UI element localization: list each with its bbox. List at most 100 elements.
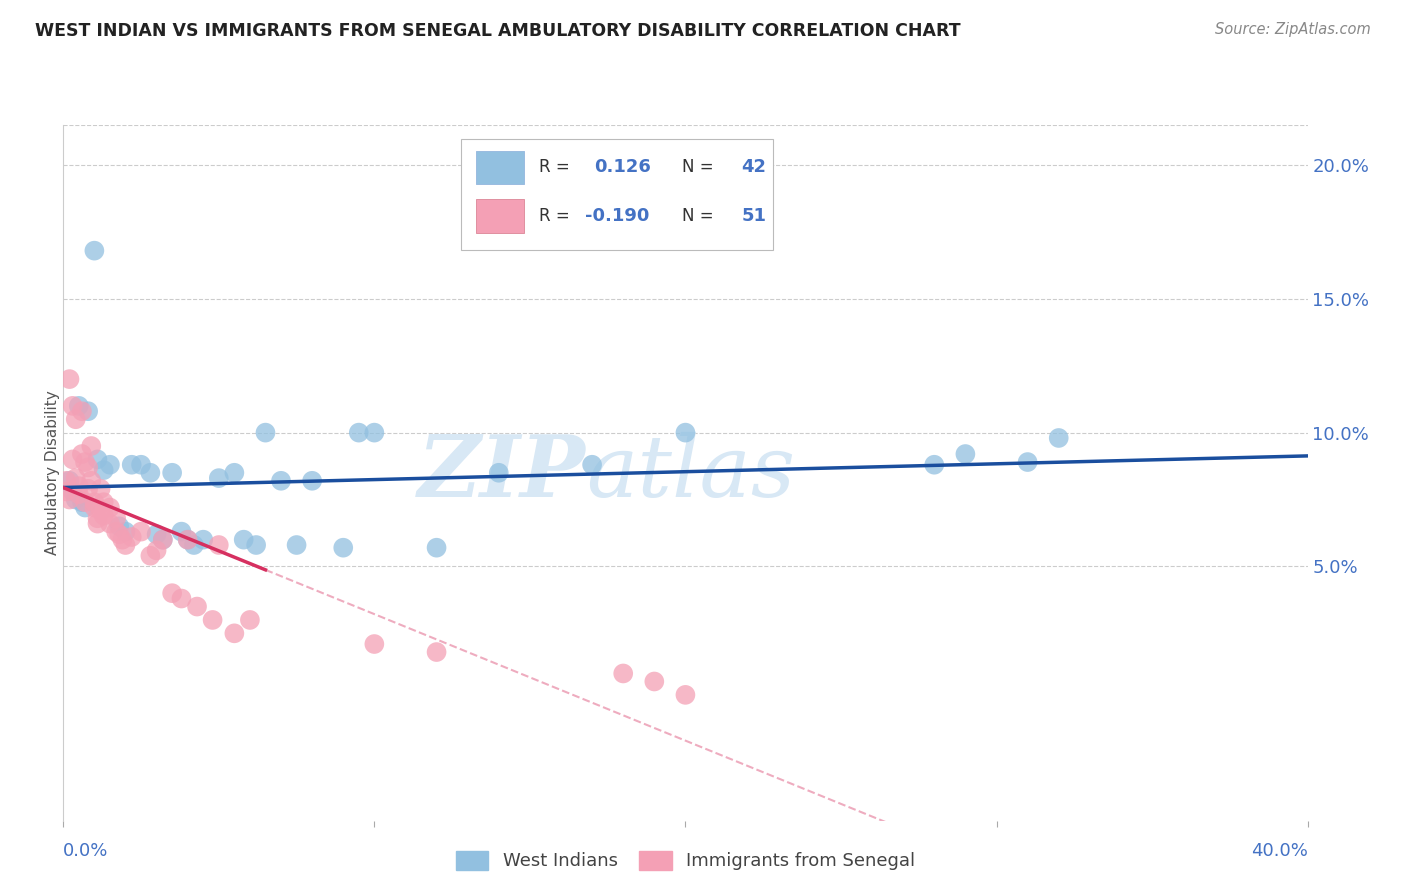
Point	[224, 466, 246, 480]
Point	[924, 458, 946, 472]
Text: WEST INDIAN VS IMMIGRANTS FROM SENEGAL AMBULATORY DISABILITY CORRELATION CHART: WEST INDIAN VS IMMIGRANTS FROM SENEGAL A…	[35, 22, 960, 40]
Point	[581, 458, 603, 472]
Point	[83, 500, 105, 515]
Point	[65, 412, 87, 426]
Text: N =: N =	[682, 207, 713, 225]
Text: 51: 51	[741, 207, 766, 225]
Point	[160, 586, 183, 600]
Point	[111, 533, 134, 547]
Point	[426, 645, 449, 659]
FancyBboxPatch shape	[461, 139, 772, 250]
Point	[77, 404, 100, 418]
Point	[121, 458, 143, 472]
Point	[254, 425, 277, 440]
Point	[224, 626, 246, 640]
Point	[160, 466, 183, 480]
Text: R =: R =	[538, 158, 569, 177]
Point	[108, 527, 131, 541]
Point	[363, 425, 385, 440]
Point	[98, 458, 121, 472]
Point	[177, 533, 200, 547]
Point	[612, 666, 634, 681]
Y-axis label: Ambulatory Disability: Ambulatory Disability	[45, 391, 59, 555]
Point	[58, 492, 80, 507]
Point	[145, 527, 167, 541]
Point	[270, 474, 292, 488]
Point	[152, 533, 174, 547]
Point	[83, 244, 105, 258]
Point	[208, 538, 231, 552]
Point	[114, 538, 136, 552]
Point	[152, 533, 174, 547]
Point	[93, 495, 115, 509]
Point	[145, 543, 167, 558]
Point	[55, 474, 77, 488]
Point	[170, 591, 193, 606]
Point	[86, 511, 108, 525]
Text: R =: R =	[538, 207, 569, 225]
Point	[65, 492, 87, 507]
Point	[675, 688, 697, 702]
Point	[90, 503, 112, 517]
Point	[77, 482, 100, 496]
Text: 40.0%: 40.0%	[1251, 842, 1308, 860]
Legend: West Indians, Immigrants from Senegal: West Indians, Immigrants from Senegal	[449, 843, 922, 878]
Point	[86, 452, 108, 467]
Point	[80, 474, 103, 488]
Point	[139, 466, 162, 480]
Point	[183, 538, 205, 552]
Text: N =: N =	[682, 158, 713, 177]
Point	[93, 508, 115, 523]
Point	[347, 425, 370, 440]
Point	[55, 484, 77, 499]
Point	[105, 511, 128, 525]
Point	[675, 425, 697, 440]
Point	[488, 466, 510, 480]
FancyBboxPatch shape	[477, 151, 523, 184]
Text: Source: ZipAtlas.com: Source: ZipAtlas.com	[1215, 22, 1371, 37]
Point	[67, 487, 90, 501]
Point	[170, 524, 193, 539]
Point	[70, 495, 93, 509]
Point	[67, 399, 90, 413]
Point	[301, 474, 323, 488]
Point	[193, 533, 215, 547]
Point	[90, 482, 112, 496]
Text: 42: 42	[741, 158, 766, 177]
Point	[86, 516, 108, 531]
Point	[70, 404, 93, 418]
Text: 0.0%: 0.0%	[63, 842, 108, 860]
Point	[129, 458, 152, 472]
Point	[426, 541, 449, 555]
Point	[73, 495, 96, 509]
Point	[285, 538, 308, 552]
Text: atlas: atlas	[586, 432, 794, 514]
Point	[65, 471, 87, 485]
Point	[73, 500, 96, 515]
Point	[105, 524, 128, 539]
Point	[73, 455, 96, 469]
Point	[186, 599, 208, 614]
Point	[67, 479, 90, 493]
Point	[114, 524, 136, 539]
Point	[955, 447, 977, 461]
Point	[98, 500, 121, 515]
Point	[232, 533, 254, 547]
Text: ZIP: ZIP	[418, 431, 586, 515]
Point	[245, 538, 267, 552]
Point	[1047, 431, 1070, 445]
Point	[62, 399, 84, 413]
Point	[121, 530, 143, 544]
Point	[80, 439, 103, 453]
Point	[98, 516, 121, 531]
Point	[62, 484, 84, 499]
Point	[108, 519, 131, 533]
Point	[83, 495, 105, 509]
Point	[93, 463, 115, 477]
Point	[208, 471, 231, 485]
Point	[1017, 455, 1039, 469]
Point	[177, 533, 200, 547]
Text: -0.190: -0.190	[585, 207, 650, 225]
Point	[77, 460, 100, 475]
Point	[363, 637, 385, 651]
